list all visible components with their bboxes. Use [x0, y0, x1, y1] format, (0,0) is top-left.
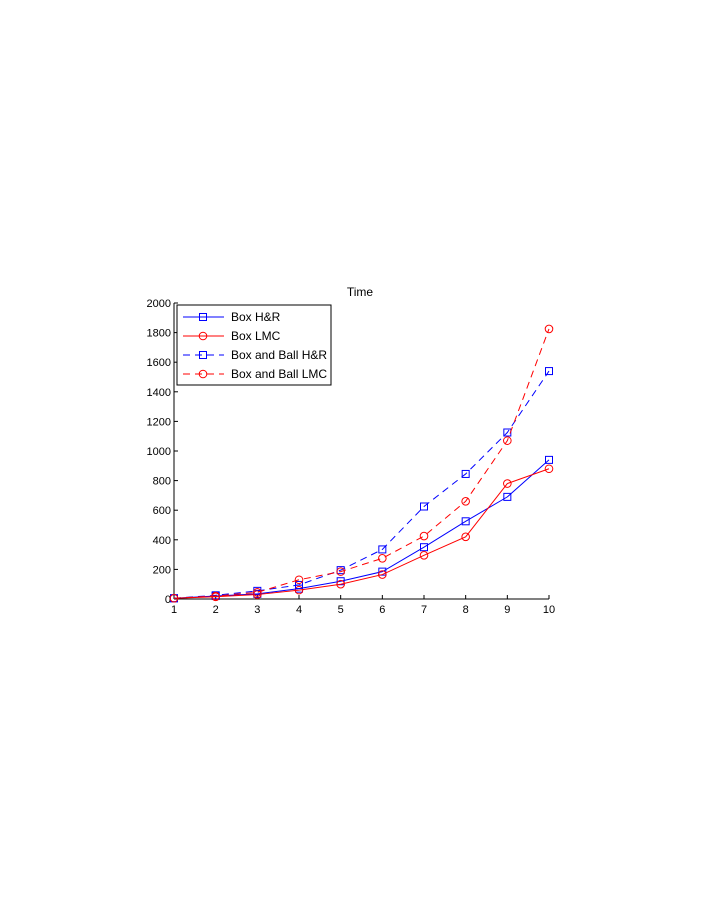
- series-line: [173, 459, 550, 599]
- legend-label: Box and Ball H&R: [231, 348, 327, 362]
- legend-marker: [199, 313, 207, 321]
- data-point: [544, 464, 554, 474]
- data-point: [461, 469, 470, 478]
- legend-marker: [198, 331, 208, 341]
- data-point: [378, 554, 387, 563]
- y-tick-label: 1800: [147, 328, 171, 340]
- x-tick-label: 5: [338, 604, 344, 616]
- y-tick-label: 800: [153, 476, 171, 488]
- data-point: [211, 591, 220, 601]
- y-tick-label: 2000: [147, 298, 171, 310]
- data-point: [544, 324, 554, 334]
- series-2: [169, 464, 554, 603]
- x-tick-label: 1: [171, 604, 177, 616]
- x-tick-label: 7: [421, 604, 427, 616]
- data-point: [336, 579, 345, 589]
- legend-marker: [199, 351, 207, 359]
- data-point: [545, 455, 553, 464]
- y-tick-label: 0: [165, 594, 171, 606]
- series-line: [173, 370, 550, 599]
- data-point: [503, 479, 512, 488]
- x-tick-label: 10: [543, 604, 555, 616]
- y-tick-label: 600: [153, 505, 171, 517]
- data-point: [420, 543, 428, 552]
- data-point: [503, 492, 512, 501]
- series-1: [170, 455, 553, 603]
- y-tick-label: 1400: [147, 387, 171, 399]
- data-point: [378, 570, 387, 579]
- data-point: [461, 532, 470, 542]
- data-point: [294, 575, 304, 585]
- y-tick-label: 1000: [147, 446, 171, 458]
- data-point: [336, 567, 345, 576]
- x-tick-label: 6: [379, 604, 385, 616]
- data-point: [461, 497, 470, 506]
- data-point: [545, 367, 553, 376]
- legend-label: Box and Ball LMC: [231, 367, 327, 381]
- legend-marker: [198, 369, 208, 379]
- data-point: [294, 585, 304, 595]
- legend-box: [176, 304, 332, 386]
- plot-area: 1 2 3 4 5 6 7 8 9 10 0 200 400 600 800 1000 1200 1400 1600…: [147, 298, 556, 616]
- x-tick-label: 4: [296, 604, 302, 616]
- legend-label: Box LMC: [231, 329, 281, 343]
- y-tick-label: 1600: [147, 357, 171, 369]
- data-point: [419, 551, 429, 560]
- data-point: [420, 502, 428, 511]
- data-point: [169, 593, 179, 603]
- x-tick-label: 2: [213, 604, 219, 616]
- x-tick-label: 3: [254, 604, 260, 616]
- x-tick-label: 9: [504, 604, 510, 616]
- data-point: [253, 588, 262, 597]
- data-point: [295, 580, 303, 589]
- legend-label: Box H&R: [231, 310, 281, 324]
- data-point: [419, 531, 429, 541]
- series-line: [173, 468, 550, 599]
- y-tick-label: 200: [153, 564, 171, 576]
- series-3: [170, 367, 553, 603]
- data-point: [503, 436, 512, 445]
- data-point: [378, 545, 387, 554]
- series-line: [173, 328, 550, 599]
- chart-title: Time: [347, 285, 374, 299]
- series-4: [169, 324, 554, 603]
- y-tick-label: 1200: [147, 416, 171, 428]
- x-tick-label: 8: [463, 604, 469, 616]
- data-point: [336, 577, 345, 586]
- legend: Box H&R Box LMC Box and Ball H&R Box and Ba…: [176, 304, 332, 386]
- data-point: [461, 517, 470, 526]
- data-point: [378, 567, 387, 576]
- y-tick-label: 400: [153, 535, 171, 547]
